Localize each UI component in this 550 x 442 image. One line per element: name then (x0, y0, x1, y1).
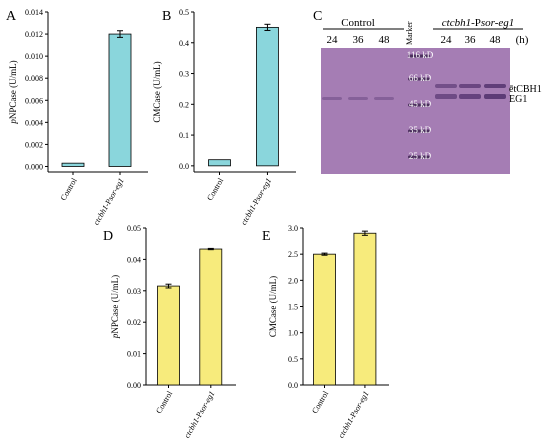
y-tick-label: 0.05 (127, 224, 141, 233)
bar (353, 232, 377, 386)
y-tick-label: 2.0 (288, 276, 298, 285)
y-tick-label: 2.5 (288, 250, 298, 259)
eg1-band (484, 94, 506, 99)
marker-size-label: 45 kD (409, 99, 432, 109)
y-tick-label: 0.0 (179, 162, 189, 171)
x-tick-label: Control (310, 389, 330, 415)
y-tick-label: 0.008 (25, 74, 43, 83)
gel-group-strain: ctcbh1-Psor-eg1 (442, 17, 515, 29)
y-axis-label: pNPCase (U/mL) (8, 60, 18, 124)
panel-letter: E (262, 229, 271, 244)
gel-haze (321, 48, 510, 174)
y-tick-label: 0.012 (25, 30, 43, 39)
lane-time-label: 48 (490, 34, 502, 46)
lane-time-label: 48 (379, 34, 391, 46)
x-tick-label: Control (59, 176, 79, 202)
y-tick-label: 0.3 (179, 70, 189, 79)
y-axis-label: CMCase (U/mL) (268, 276, 278, 337)
lane-time-label: 24 (441, 34, 453, 46)
y-tick-label: 0.5 (288, 355, 298, 364)
y-tick-label: 1.0 (288, 329, 298, 338)
bar (108, 33, 132, 167)
bar (208, 159, 231, 167)
etcbh1-band (459, 84, 481, 88)
marker-band (408, 54, 430, 58)
band-label-etcbh1: etCBH1 (509, 84, 542, 95)
bar (313, 253, 336, 386)
y-tick-label: 0.014 (25, 8, 43, 17)
y-tick-label: 0.0 (288, 381, 298, 390)
marker-band (408, 103, 430, 107)
panel-letter: A (6, 9, 17, 24)
marker-size-label: 25 kD (409, 151, 432, 161)
y-tick-label: 0.5 (179, 8, 189, 17)
chart-panel-d: D 0.00 0.01 0.02 0.03 0.04 0.05 pNPCase (U/mL) C… (103, 224, 236, 440)
eg1-band (435, 94, 457, 99)
y-tick-label: 0.000 (25, 162, 43, 171)
bar (199, 248, 223, 386)
panel-letter: D (103, 229, 113, 244)
etcbh1-band (435, 84, 457, 88)
y-tick-label: 0.010 (25, 52, 43, 61)
marker-band (408, 77, 430, 81)
x-tick-label: ctcbh1-Psor-eg1 (182, 390, 216, 440)
gel-background (321, 48, 510, 174)
y-tick-label: 0.002 (25, 140, 43, 149)
gel-group-control: Control (341, 17, 375, 29)
lane-time-label: 36 (353, 34, 365, 46)
x-tick-label: Control (205, 176, 225, 202)
x-tick-label: ctcbh1-Psor-eg1 (239, 177, 273, 227)
marker-lane-label: Marker (405, 21, 414, 45)
marker-size-label: 35 kD (409, 125, 432, 135)
lane-time-label: 24 (327, 34, 339, 46)
bar (61, 162, 85, 167)
y-tick-label: 0.006 (25, 96, 43, 105)
bar (157, 285, 180, 386)
y-tick-label: 0.004 (25, 118, 43, 127)
control-band (348, 97, 368, 100)
y-axis-label: CMCase (U/mL) (152, 61, 162, 122)
time-unit-label: (h) (516, 34, 529, 46)
y-tick-label: 0.02 (127, 318, 141, 327)
marker-band (408, 129, 430, 133)
panel-letter: C (313, 9, 322, 24)
x-tick-label: ctcbh1-Psor-eg1 (336, 390, 370, 440)
y-tick-label: 0.4 (179, 39, 189, 48)
y-tick-label: 0.03 (127, 287, 141, 296)
control-band (322, 97, 342, 100)
x-tick-label: ctcbh1-Psor-eg1 (92, 177, 126, 227)
y-tick-label: 0.1 (179, 131, 189, 140)
lane-time-label: 36 (465, 34, 477, 46)
chart-panel-e: E 0.0 0.5 1.0 1.5 2.0 2.5 3.0 CMCase (U/mL) Contr… (262, 224, 389, 440)
bar (256, 26, 279, 167)
x-tick-label: Control (154, 389, 174, 415)
y-axis-label: pNPCase (U/mL) (110, 275, 120, 339)
marker-band (408, 155, 430, 159)
y-tick-label: 0.01 (127, 350, 141, 359)
panel-letter: B (162, 9, 171, 24)
chart-panel-b: B 0.0 0.1 0.2 0.3 0.4 0.5 CMCase (U/mL) Control c… (152, 8, 296, 227)
eg1-band (459, 94, 481, 99)
control-band (374, 97, 394, 100)
y-tick-label: 0.04 (127, 255, 141, 264)
chart-panel-a: A 0.000 0.002 0.004 0.006 0.008 0.010 0.012 0.01… (6, 8, 148, 227)
y-tick-label: 3.0 (288, 224, 298, 233)
y-tick-label: 0.2 (179, 100, 189, 109)
marker-size-label: 66 kD (409, 73, 432, 83)
band-label-eg1: EG1 (509, 94, 527, 105)
gel-panel-c: C Control ctcbh1-Psor-eg1 24 36 48 24 36 48 (h) Ma… (313, 9, 542, 174)
y-tick-label: 0.00 (127, 381, 141, 390)
marker-size-label: 116 kD (407, 50, 434, 60)
y-tick-label: 1.5 (288, 303, 298, 312)
etcbh1-band (484, 84, 506, 88)
